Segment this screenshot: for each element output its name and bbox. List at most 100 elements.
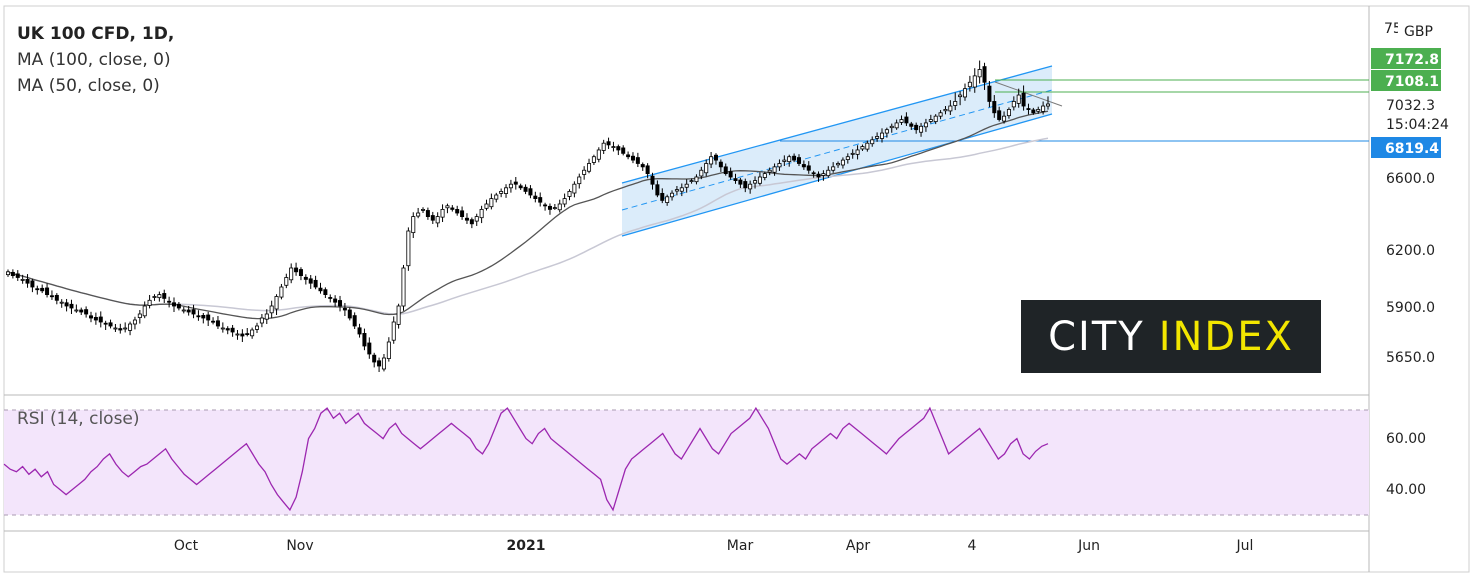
candle-up[interactable]	[6, 271, 11, 276]
candle-down[interactable]	[728, 171, 733, 178]
candle-up[interactable]	[181, 309, 186, 312]
candle-down[interactable]	[816, 173, 821, 178]
candle-down[interactable]	[333, 298, 338, 303]
candle-down[interactable]	[543, 204, 548, 207]
candle-down[interactable]	[1031, 109, 1036, 114]
candle-down[interactable]	[196, 315, 201, 318]
candle-up[interactable]	[753, 180, 758, 184]
candle-down[interactable]	[30, 280, 35, 288]
candle-up[interactable]	[777, 163, 782, 168]
candle-down[interactable]	[347, 309, 352, 319]
candle-up[interactable]	[582, 169, 587, 175]
candle-up[interactable]	[132, 319, 137, 325]
candle-up[interactable]	[762, 173, 767, 178]
candle-up[interactable]	[572, 183, 577, 194]
candle-down[interactable]	[801, 164, 806, 168]
candle-up[interactable]	[850, 152, 855, 155]
candle-up[interactable]	[826, 169, 831, 177]
candle-up[interactable]	[831, 166, 836, 171]
candle-up[interactable]	[587, 163, 592, 172]
currency-box[interactable]	[1398, 19, 1438, 43]
candle-up[interactable]	[591, 156, 596, 163]
candle-down[interactable]	[792, 155, 797, 161]
candle-down[interactable]	[93, 316, 98, 321]
candle-up[interactable]	[147, 299, 152, 306]
candle-down[interactable]	[15, 273, 20, 278]
candle-up[interactable]	[284, 277, 289, 286]
candle-down[interactable]	[167, 300, 172, 303]
candle-up[interactable]	[782, 159, 787, 162]
candle-up[interactable]	[889, 125, 894, 129]
candle-down[interactable]	[626, 154, 631, 158]
candle-up[interactable]	[494, 194, 499, 200]
candle-up[interactable]	[679, 187, 684, 192]
candle-down[interactable]	[372, 354, 377, 363]
candle-up[interactable]	[772, 166, 777, 173]
candle-up[interactable]	[250, 329, 255, 337]
legend-ma100[interactable]: MA (100, close, 0)	[17, 50, 171, 70]
candle-up[interactable]	[787, 156, 792, 163]
candle-up[interactable]	[552, 207, 557, 210]
candle-down[interactable]	[655, 184, 660, 196]
candle-up[interactable]	[601, 142, 606, 151]
candle-down[interactable]	[303, 276, 308, 280]
candle-up[interactable]	[577, 176, 582, 185]
candle-up[interactable]	[767, 169, 772, 173]
candle-up[interactable]	[421, 208, 426, 211]
candle-down[interactable]	[460, 210, 465, 217]
candle-up[interactable]	[972, 75, 977, 88]
candle-up[interactable]	[386, 341, 391, 360]
ma50-line[interactable]	[7, 110, 1049, 320]
candle-down[interactable]	[328, 297, 333, 299]
candle-down[interactable]	[84, 309, 89, 315]
candle-down[interactable]	[455, 208, 460, 214]
candle-up[interactable]	[264, 313, 269, 320]
candle-up[interactable]	[416, 212, 421, 217]
candle-down[interactable]	[606, 141, 611, 146]
candle-down[interactable]	[103, 322, 108, 325]
candle-up[interactable]	[611, 146, 616, 148]
candle-down[interactable]	[987, 85, 992, 102]
candle-down[interactable]	[49, 295, 54, 298]
candle-down[interactable]	[98, 316, 103, 323]
candle-up[interactable]	[919, 125, 924, 133]
candle-down[interactable]	[621, 147, 626, 154]
candle-up[interactable]	[1006, 109, 1011, 117]
candle-down[interactable]	[245, 333, 250, 336]
candle-up[interactable]	[704, 163, 709, 174]
candle-up[interactable]	[152, 296, 157, 298]
candle-down[interactable]	[298, 269, 303, 276]
currency-label[interactable]: GBP	[1404, 24, 1433, 40]
candle-down[interactable]	[806, 165, 811, 171]
candle-up[interactable]	[1016, 94, 1021, 104]
candle-up[interactable]	[1002, 115, 1007, 122]
candle-up[interactable]	[840, 159, 845, 166]
candle-down[interactable]	[650, 175, 655, 185]
candle-up[interactable]	[391, 321, 396, 341]
candle-up[interactable]	[445, 205, 450, 209]
candle-down[interactable]	[518, 185, 523, 189]
candle-up[interactable]	[435, 216, 440, 224]
candle-up[interactable]	[1011, 101, 1016, 108]
candle-up[interactable]	[748, 183, 753, 190]
candle-down[interactable]	[635, 157, 640, 164]
candle-down[interactable]	[211, 320, 216, 323]
candle-down[interactable]	[645, 165, 650, 175]
candle-up[interactable]	[836, 163, 841, 166]
candle-down[interactable]	[811, 172, 816, 175]
ma100-line[interactable]	[7, 137, 1049, 315]
candle-up[interactable]	[870, 139, 875, 145]
candle-down[interactable]	[225, 328, 230, 331]
candle-up[interactable]	[499, 190, 504, 194]
legend-rsi[interactable]: RSI (14, close)	[17, 409, 140, 429]
candle-up[interactable]	[665, 196, 670, 203]
candle-up[interactable]	[943, 109, 948, 112]
candle-up[interactable]	[259, 317, 264, 324]
candle-up[interactable]	[406, 230, 411, 267]
candle-up[interactable]	[884, 129, 889, 134]
candle-down[interactable]	[230, 327, 235, 333]
candle-down[interactable]	[713, 154, 718, 161]
candle-up[interactable]	[709, 156, 714, 165]
candle-down[interactable]	[215, 320, 220, 327]
